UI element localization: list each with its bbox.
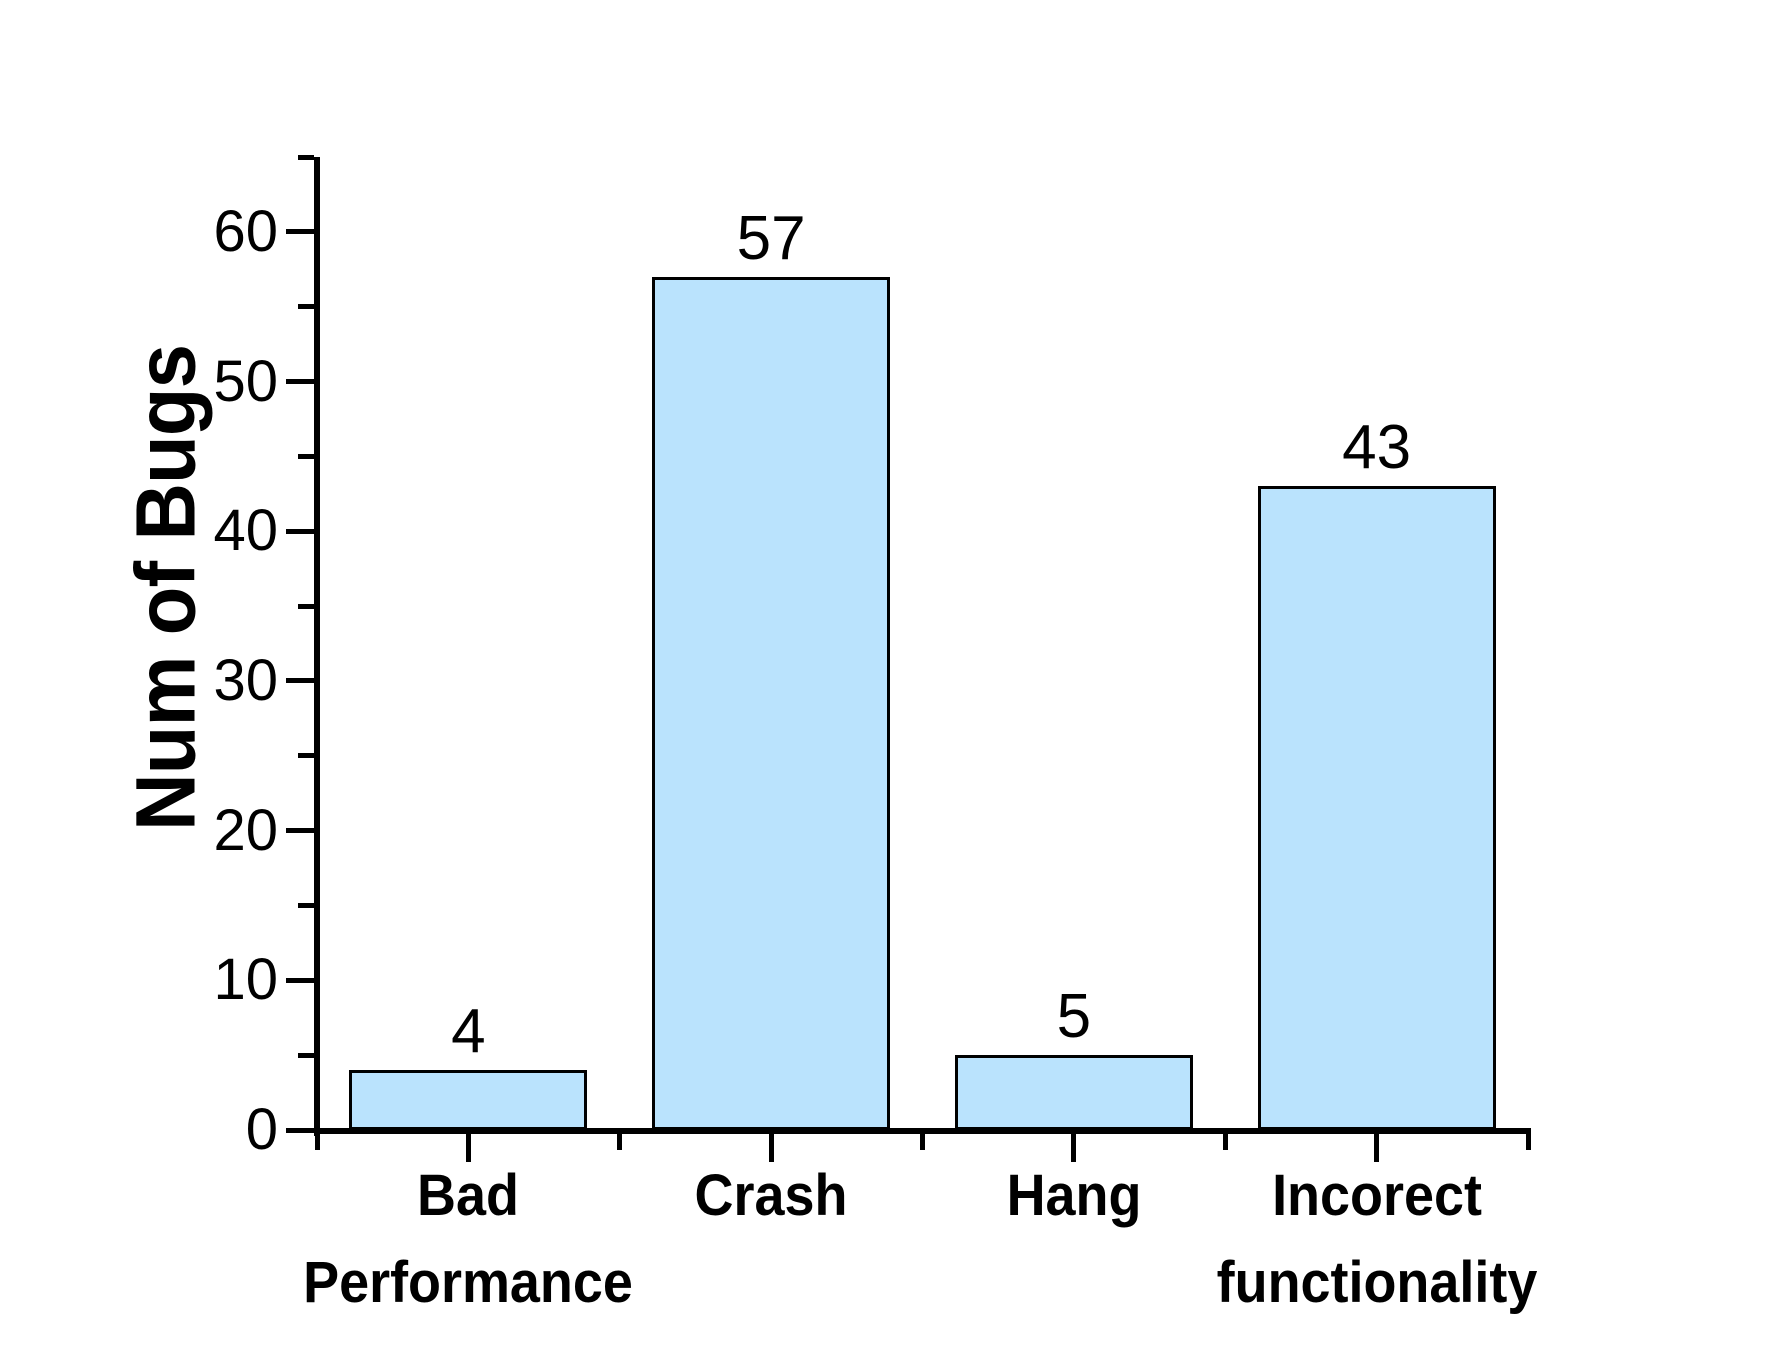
x-axis-major-tick	[1374, 1134, 1380, 1162]
y-axis-tick-label: 60	[213, 198, 278, 264]
y-axis-major-tick	[286, 379, 314, 385]
bar-value-label: 5	[1056, 982, 1092, 1052]
y-axis-tick-label: 40	[213, 498, 278, 564]
x-axis-line	[314, 1128, 1531, 1134]
y-axis-major-tick	[286, 528, 314, 534]
x-axis-major-tick	[768, 1134, 774, 1162]
y-axis-minor-tick	[298, 453, 314, 459]
y-axis-major-tick	[286, 229, 314, 235]
bar-crash	[652, 276, 891, 1130]
y-axis-minor-tick	[298, 154, 314, 160]
x-category-label: Incorect	[1271, 1163, 1482, 1228]
x-axis-major-tick	[1071, 1134, 1077, 1162]
bar-bad-performance	[349, 1070, 588, 1130]
y-axis-major-tick	[286, 1127, 314, 1133]
x-axis-major-tick	[465, 1134, 471, 1162]
y-axis-minor-tick	[298, 902, 314, 908]
y-axis-line	[314, 157, 320, 1136]
x-axis-minor-tick	[314, 1134, 320, 1150]
bar-incorect-functionality	[1257, 486, 1496, 1130]
y-axis-tick-label: 10	[213, 947, 278, 1013]
bar-value-label: 43	[1342, 413, 1412, 483]
x-axis-minor-tick	[617, 1134, 623, 1150]
y-axis-tick-label: 30	[213, 647, 278, 713]
y-axis-tick-label: 20	[213, 797, 278, 863]
x-category-label: Crash	[694, 1163, 848, 1228]
y-axis-title: Num of Bugs	[118, 344, 213, 832]
y-axis-minor-tick	[298, 304, 314, 310]
y-axis-minor-tick	[298, 753, 314, 759]
x-axis-minor-tick	[1525, 1134, 1531, 1150]
bar-hang	[954, 1055, 1193, 1130]
bar-value-label: 57	[736, 203, 806, 273]
y-axis-major-tick	[286, 828, 314, 834]
x-category-label: Performance	[303, 1250, 634, 1315]
x-category-label: Bad	[417, 1163, 520, 1228]
y-axis-tick-label: 50	[213, 348, 278, 414]
bar-value-label: 4	[451, 997, 486, 1067]
y-axis-tick-label: 0	[245, 1097, 278, 1162]
y-axis-minor-tick	[298, 1052, 314, 1058]
x-axis-minor-tick	[1222, 1134, 1228, 1150]
x-category-label: functionality	[1216, 1250, 1537, 1315]
x-category-label: Hang	[1006, 1163, 1142, 1228]
y-axis-major-tick	[286, 977, 314, 983]
x-axis-minor-tick	[920, 1134, 925, 1150]
y-axis-major-tick	[286, 678, 314, 684]
y-axis-minor-tick	[298, 603, 314, 609]
